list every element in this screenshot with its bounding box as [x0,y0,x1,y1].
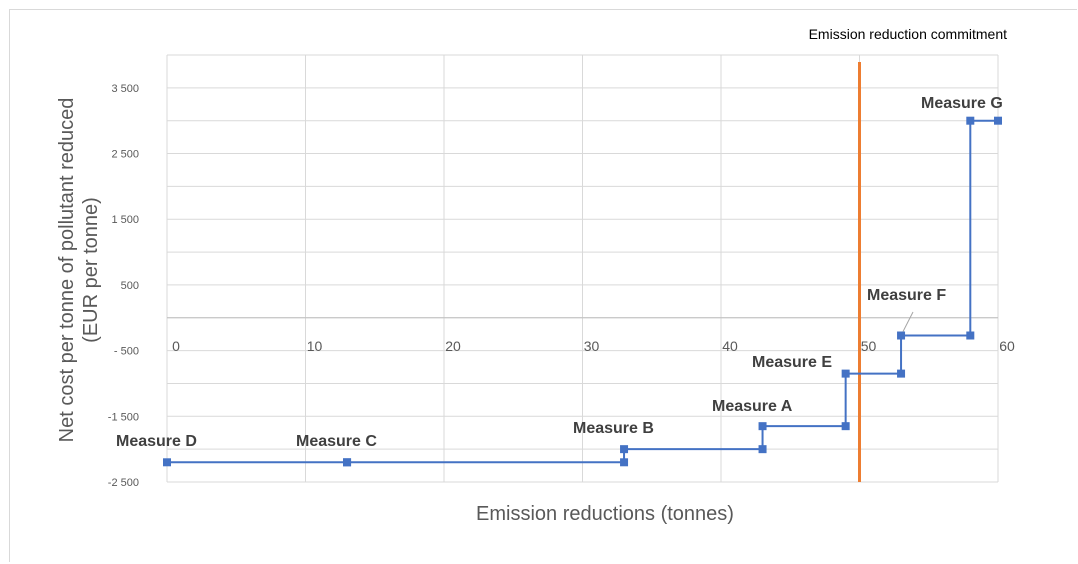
data-point [966,331,975,340]
data-point [343,458,352,467]
data-point [758,445,767,454]
y-tick-label: -1 500 [108,411,139,423]
y-tick-label: -2 500 [108,477,139,489]
y-tick-label: 500 [121,280,139,292]
measure-label: Measure F [867,287,946,304]
data-point [163,458,171,467]
label-leader-line [902,311,914,332]
gridlines [166,54,999,483]
measure-label: Measure G [921,95,1003,112]
x-tick-label: 40 [722,338,738,354]
measure-label: Measure C [296,433,377,450]
annotation-label: Emission reduction commitment [809,26,1008,42]
data-point [620,458,629,467]
y-axis-label-line-2: (EUR per tonne) [80,197,102,343]
x-tick-label: 10 [307,338,323,354]
y-tick-label: - 500 [114,346,139,358]
measure-labels: Measure D Measure C Measure B Measure A Meas… [116,95,1003,450]
data-point [994,116,1002,125]
data-point [620,445,629,454]
y-tick-label: 3 500 [111,83,139,95]
x-axis-label: Emission reductions (tonnes) [476,503,734,525]
x-tick-label: 60 [999,338,1015,354]
measure-label: Measure D [116,433,197,450]
x-tick-labels: 0 10 20 30 40 50 60 [172,338,1015,354]
data-point [841,369,850,378]
measure-label: Measure A [712,398,793,415]
measure-label: Measure B [573,420,654,437]
data-point [966,116,975,125]
y-tick-labels: 3 500 2 500 1 500 500 - 500 -1 500 -2 500 [108,83,139,489]
x-tick-label: 50 [861,338,877,354]
x-tick-label: 30 [584,338,600,354]
data-point [841,422,850,431]
chart-frame [9,9,1077,562]
x-tick-label: 20 [445,338,461,354]
series-group [163,116,1002,467]
data-point [758,422,767,431]
data-point [897,331,906,340]
data-point [897,369,906,378]
y-tick-label: 1 500 [111,214,139,226]
x-tick-label: 0 [172,338,180,354]
measure-label: Measure E [752,354,832,371]
y-tick-label: 2 500 [111,149,139,161]
y-axis-label-line-1: Net cost per tonne of pollutant reduced [56,98,78,443]
